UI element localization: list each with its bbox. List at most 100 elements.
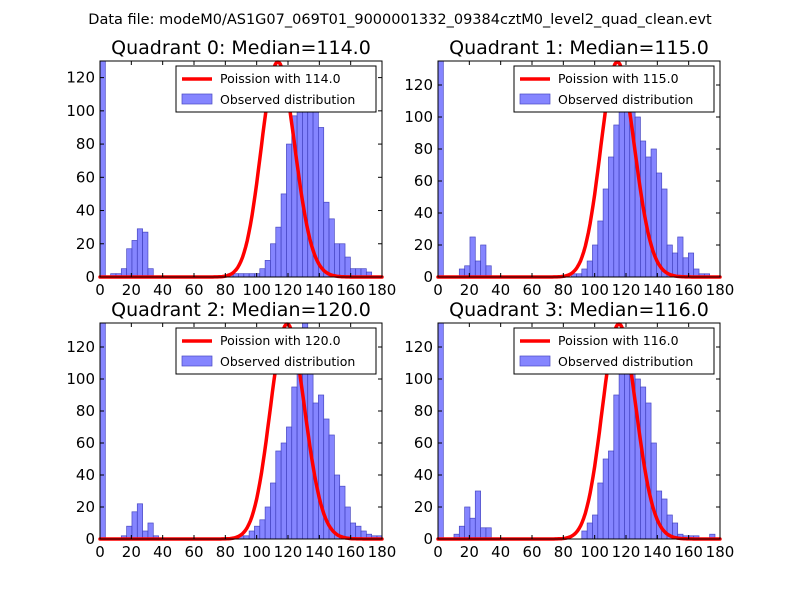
histogram-bar: [469, 236, 476, 278]
y-tick-label: 80: [414, 402, 433, 420]
legend-obs-label: Observed distribution: [220, 354, 355, 369]
histogram-bar: [280, 442, 287, 540]
x-tick-label: 40: [491, 543, 510, 561]
y-tick-label: 20: [414, 236, 433, 254]
histogram-bar: [618, 354, 625, 540]
histogram-bar: [334, 243, 341, 278]
y-tick-label: 100: [404, 370, 433, 388]
histogram-bar: [344, 256, 351, 278]
quadrant-2-chart: Quadrant 2: Median=120.00 20 40 60 80 100 120 1…: [66, 299, 396, 561]
x-tick-label: 160: [674, 281, 703, 299]
legend-fit-label: Poission with 114.0: [220, 71, 341, 86]
x-tick-label: 100: [242, 543, 271, 561]
histogram-bar: [318, 127, 325, 278]
quadrant-0-chart: Quadrant 0: Median=114.00 20 40 60 80 100 120 1…: [66, 37, 396, 299]
histogram-bar: [280, 193, 287, 278]
histogram-bar: [634, 116, 641, 278]
histogram-bar: [323, 201, 330, 278]
x-tick-label: 0: [433, 281, 443, 299]
histogram-bar: [677, 236, 684, 278]
histogram-bar: [586, 260, 593, 278]
x-tick-label: 180: [368, 543, 397, 561]
x-tick-label: 100: [242, 281, 271, 299]
histogram-bar: [248, 530, 255, 540]
axes-frame: [99, 322, 383, 540]
histogram-bar: [624, 346, 631, 540]
y-tick-label: 20: [76, 235, 95, 253]
x-tick-label: 80: [554, 281, 573, 299]
x-tick-label: 80: [554, 543, 573, 561]
histogram-bar: [259, 519, 266, 540]
legend: Poission with 120.0 Observed distribution: [175, 327, 377, 375]
histogram-bar: [608, 156, 615, 278]
x-tick-label: 60: [522, 543, 541, 561]
histogram-bar: [328, 218, 335, 278]
y-tick-label: 100: [66, 102, 95, 120]
y-tick-label: 120: [66, 338, 95, 356]
y-tick-label: 60: [76, 168, 95, 186]
x-tick-label: 180: [368, 281, 397, 299]
histogram-bar: [474, 490, 481, 540]
histogram-bar: [597, 482, 604, 540]
y-tick-label: 120: [66, 69, 95, 87]
legend-fit-label: Poission with 115.0: [558, 71, 679, 86]
x-tick-label: 60: [522, 281, 541, 299]
legend-obs-label: Observed distribution: [220, 92, 355, 107]
histogram-bar: [650, 442, 657, 540]
y-tick-label: 80: [414, 140, 433, 158]
legend-obs-swatch: [181, 93, 213, 105]
x-tick-label: 140: [643, 543, 672, 561]
y-tick-label: 40: [76, 466, 95, 484]
x-tick-label: 120: [612, 281, 641, 299]
axes-frame: [437, 322, 721, 540]
x-tick-label: 40: [153, 543, 172, 561]
x-tick-label: 160: [674, 543, 703, 561]
histogram-bar: [131, 511, 138, 540]
legend-fit-label: Poission with 120.0: [220, 333, 341, 348]
histogram-bar: [613, 394, 620, 540]
histogram-bar: [147, 522, 154, 540]
histogram-bar: [586, 522, 593, 540]
x-tick-label: 60: [184, 281, 203, 299]
quadrant-3-chart: Quadrant 3: Median=116.00 20 40 60 80 100 120 1…: [404, 299, 734, 561]
legend-obs-swatch: [181, 355, 213, 367]
histogram-bar: [592, 244, 599, 278]
histogram-bar: [291, 386, 298, 540]
x-tick-label: 0: [95, 543, 105, 561]
histogram-bar: [672, 252, 679, 278]
histogram-bar: [275, 450, 282, 540]
x-tick-label: 0: [95, 281, 105, 299]
quadrant-1-chart: Quadrant 1: Median=115.00 20 40 60 80 100 120 1…: [404, 37, 734, 299]
histogram-bar: [264, 260, 271, 278]
y-tick-label: 0: [423, 268, 433, 286]
legend: Poission with 114.0 Observed distribution: [175, 65, 377, 113]
histogram-bar: [318, 394, 325, 540]
x-tick-label: 120: [274, 281, 303, 299]
histogram-bar: [602, 458, 609, 540]
x-tick-label: 180: [706, 543, 735, 561]
histogram-bar: [613, 124, 620, 278]
histogram-bar: [608, 450, 615, 540]
axes-frame: [437, 60, 721, 278]
figure-suptitle: Data file: modeM0/AS1G07_069T01_90000013…: [88, 12, 712, 28]
histogram-bar: [259, 268, 266, 278]
histogram-bar: [275, 226, 282, 278]
histogram-bar: [661, 188, 668, 278]
legend-obs-label: Observed distribution: [558, 92, 693, 107]
legend-fit-label: Poission with 116.0: [558, 333, 679, 348]
x-tick-label: 40: [153, 281, 172, 299]
quadrant-1-title: Quadrant 1: Median=115.0: [449, 37, 709, 59]
x-tick-label: 40: [491, 281, 510, 299]
x-tick-label: 60: [184, 543, 203, 561]
histogram-bar: [355, 525, 362, 540]
y-tick-label: 0: [85, 530, 95, 548]
y-tick-label: 0: [85, 268, 95, 286]
histogram-bar: [339, 243, 346, 278]
histogram-bar: [344, 506, 351, 540]
x-tick-label: 160: [336, 543, 365, 561]
histogram-bar: [136, 228, 143, 278]
x-tick-label: 20: [122, 281, 141, 299]
quadrant-2-title: Quadrant 2: Median=120.0: [111, 299, 371, 321]
y-tick-label: 40: [414, 466, 433, 484]
